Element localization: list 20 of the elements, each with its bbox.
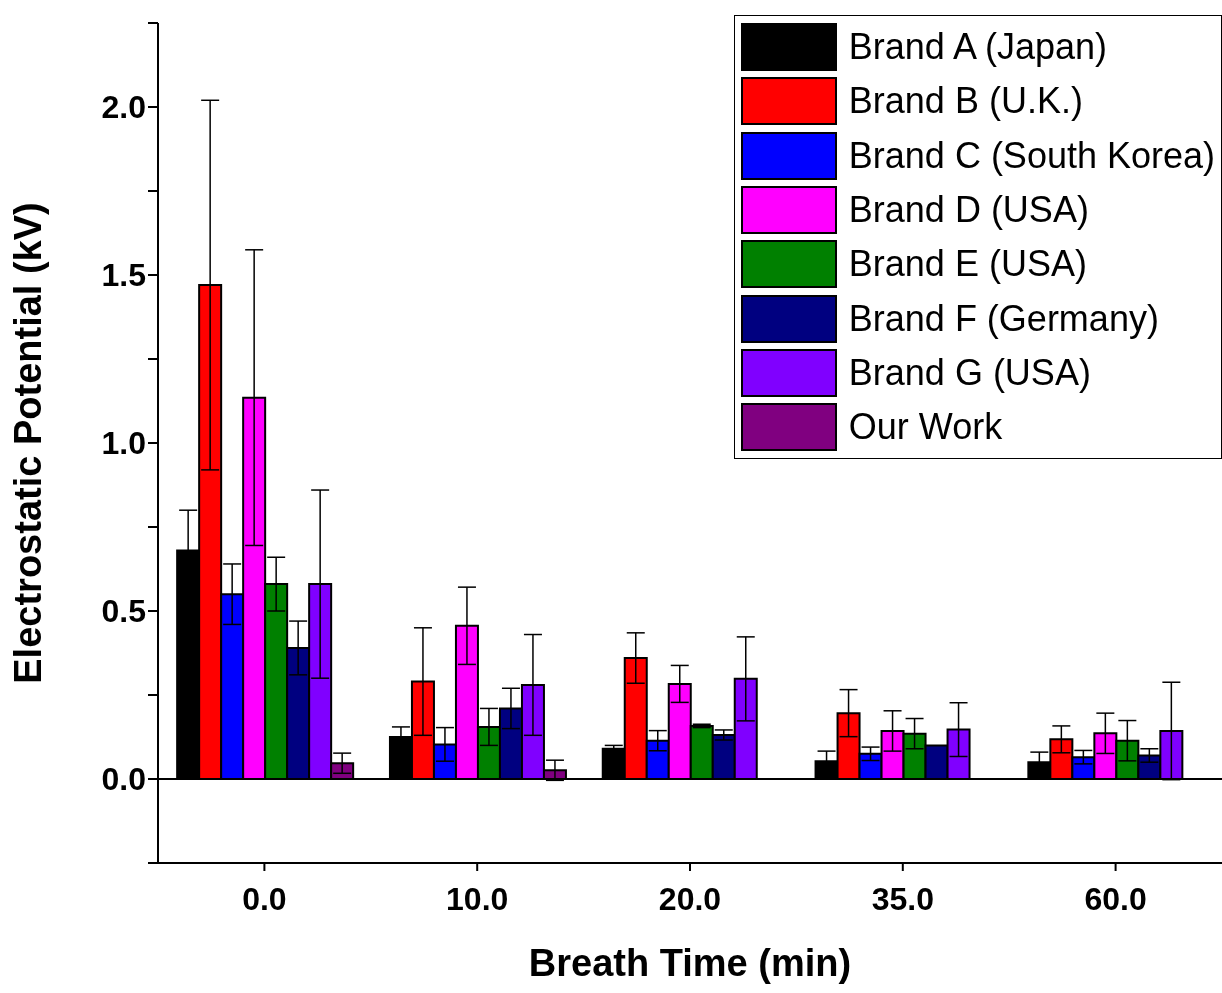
x-tick-label: 60.0 [1084,880,1147,917]
legend-label: Brand C (South Korea) [848,134,1215,177]
x-tick-label: 35.0 [871,880,934,917]
legend-label: Brand E (USA) [848,243,1087,286]
legend-label: Our Work [848,406,1003,449]
y-tick-label: 0.0 [101,761,146,798]
y-tick-label: 0.5 [101,593,146,630]
x-axis-title: Breath Time (min) [528,942,852,984]
y-axis-title: Electrostatic Potential (kV) [7,202,50,684]
legend-label: Brand B (U.K.) [848,80,1083,123]
legend-label: Brand F (Germany) [848,297,1159,340]
legend-label: Brand A (Japan) [848,26,1107,69]
legend-label: Brand D (USA) [848,189,1089,232]
y-tick-label: 1.5 [101,257,146,294]
y-tick-label: 1.0 [101,425,146,462]
x-tick-label: 10.0 [446,880,509,917]
y-tick-label: 2.0 [101,89,146,126]
legend-label: Brand G (USA) [848,351,1091,394]
x-tick-label: 20.0 [658,880,722,917]
x-tick-label: 0.0 [242,880,287,917]
